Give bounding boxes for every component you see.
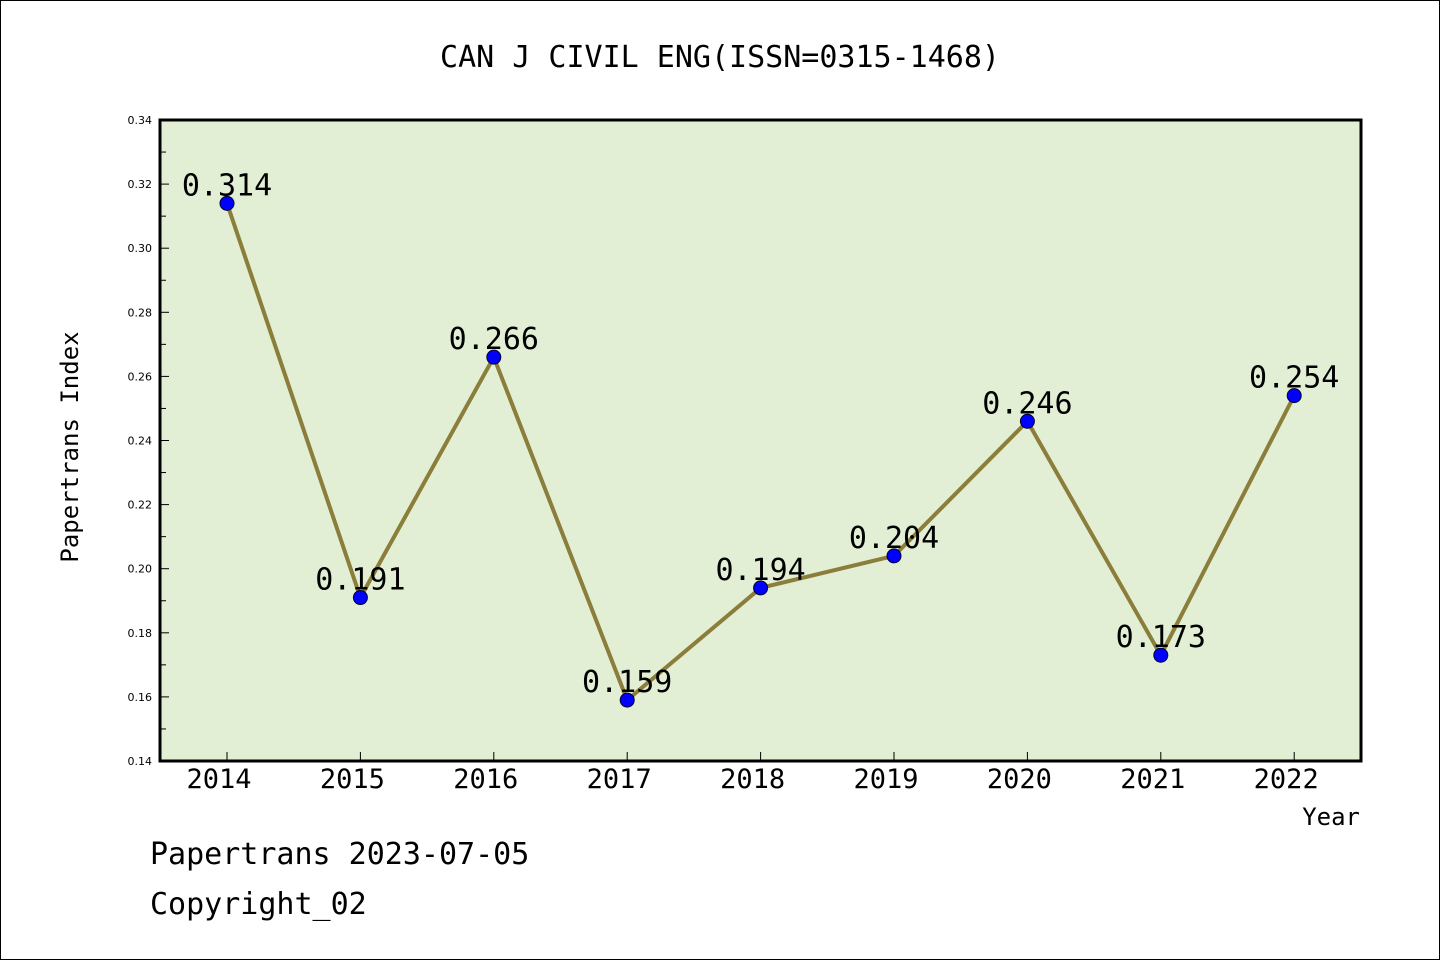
data-point [753, 580, 769, 596]
data-point [1286, 388, 1302, 404]
data-label: 0.254 [1249, 361, 1339, 396]
data-label: 0.246 [982, 386, 1072, 421]
y-tick-label: 0.22 [128, 499, 153, 512]
data-point [1019, 413, 1035, 429]
y-tick-label: 0.32 [128, 178, 153, 191]
x-tick-label: 2018 [720, 764, 785, 795]
series-papertrans-index [219, 195, 1302, 708]
y-tick-label: 0.18 [128, 627, 153, 640]
footer-date: Papertrans 2023-07-05 [150, 837, 529, 872]
y-axis-label: Papertrans Index [56, 331, 84, 562]
y-tick-label: 0.24 [128, 435, 153, 448]
data-point [1153, 647, 1169, 663]
plot-area [158, 118, 1363, 763]
y-tick-label: 0.28 [128, 306, 153, 319]
data-label: 0.204 [849, 521, 939, 556]
data-point [886, 548, 902, 564]
x-tick-label: 2019 [853, 764, 918, 795]
x-tick-label: 2022 [1254, 764, 1319, 795]
data-label: 0.191 [315, 563, 405, 598]
data-label: 0.266 [449, 322, 539, 357]
chart-title: CAN J CIVIL ENG(ISSN=0315-1468) [440, 40, 1000, 75]
data-labels: 0.314 0.191 0.266 0.159 0.194 0.204 0.246 0.173… [182, 168, 1340, 700]
x-tick-label: 2014 [186, 764, 251, 795]
x-axis-label: Year [1302, 803, 1360, 831]
y-axis: 0.14 0.16 0.18 0.20 0.22 0.24 0.26 0.28 0.30 0.32… [128, 114, 169, 768]
x-axis: 2014 2015 2016 2017 2018 2019 2020 2021 2022 [186, 752, 1319, 795]
y-tick-label: 0.34 [128, 114, 153, 127]
x-tick-label: 2015 [320, 764, 385, 795]
data-point [619, 692, 635, 708]
x-tick-label: 2017 [587, 764, 652, 795]
y-tick-label: 0.16 [128, 691, 153, 704]
y-tick-label: 0.20 [128, 563, 153, 576]
y-tick-label: 0.30 [128, 242, 153, 255]
data-label: 0.194 [715, 553, 805, 588]
data-label: 0.173 [1116, 620, 1206, 655]
data-label: 0.314 [182, 168, 272, 203]
data-point [219, 195, 235, 211]
x-tick-label: 2021 [1120, 764, 1185, 795]
data-label: 0.159 [582, 665, 672, 700]
x-tick-label: 2020 [987, 764, 1052, 795]
y-tick-label: 0.26 [128, 370, 153, 383]
x-tick-label: 2016 [453, 764, 518, 795]
data-point [352, 590, 368, 606]
footer-copyright: Copyright_02 [150, 887, 367, 922]
y-tick-label: 0.14 [128, 755, 153, 768]
data-point [486, 349, 502, 365]
